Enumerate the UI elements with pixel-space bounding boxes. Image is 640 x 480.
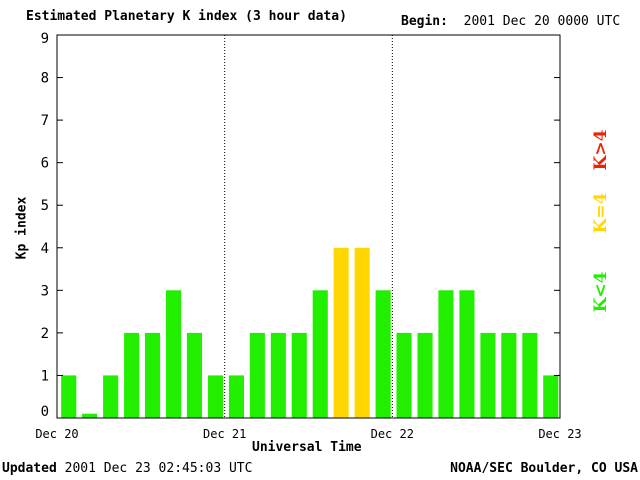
- bars-group: [61, 247, 559, 418]
- kp-bar-9: [249, 332, 265, 418]
- y-tick-label-9: 9: [41, 31, 49, 47]
- kp-bar-6: [186, 332, 202, 418]
- begin-info: Begin: 2001 Dec 20 0000 UTC: [401, 14, 620, 29]
- y-ticks-group: 0 1 2 3 4 5 6 7 8 9: [41, 31, 560, 420]
- begin-value: 2001 Dec 20 0000 UTC: [463, 14, 621, 29]
- kp-bar-20: [480, 332, 496, 418]
- kp-bar-16: [396, 332, 412, 418]
- y-tick-label-8: 8: [41, 71, 49, 87]
- updated-info: Updated 2001 Dec 23 02:45:03 UTC: [2, 461, 252, 476]
- source-credit: NOAA/SEC Boulder, CO USA: [450, 461, 638, 476]
- y-tick-label-5: 5: [41, 198, 49, 214]
- y-axis-label: Kp index: [14, 196, 30, 260]
- y-tick-label-3: 3: [41, 283, 49, 299]
- kp-bar-13: [333, 247, 349, 418]
- y-tick-label-2: 2: [41, 326, 49, 342]
- legend-equal: K=4: [591, 192, 611, 234]
- kp-bar-18: [438, 290, 454, 418]
- kp-bar-8: [228, 375, 244, 418]
- y-tick-label-0: 0: [41, 404, 49, 420]
- legend-high: K>4: [591, 129, 611, 171]
- kp-bar-2: [103, 375, 119, 418]
- plot-frame: [56, 34, 561, 419]
- begin-label: Begin:: [401, 14, 448, 29]
- x-day-label-0: Dec 20: [35, 427, 78, 441]
- kp-bar-3: [124, 332, 140, 418]
- kp-bar-21: [501, 332, 517, 418]
- x-day-label-3: Dec 23: [538, 427, 581, 441]
- x-day-label-1: Dec 21: [203, 427, 246, 441]
- kp-bar-12: [312, 290, 328, 418]
- kp-bar-14: [354, 247, 370, 418]
- kp-bar-7: [207, 375, 223, 418]
- kp-bar-11: [291, 332, 307, 418]
- kp-bar-4: [145, 332, 161, 418]
- kp-bar-17: [417, 332, 433, 418]
- y-tick-label-7: 7: [41, 113, 49, 129]
- updated-value: 2001 Dec 23 02:45:03 UTC: [64, 461, 253, 476]
- x-day-label-2: Dec 22: [371, 427, 414, 441]
- x-axis-label: Universal Time: [252, 440, 362, 455]
- updated-label: Updated: [2, 461, 57, 476]
- kp-bar-0: [61, 375, 77, 418]
- y-tick-label-4: 4: [41, 241, 49, 257]
- chart-title: Estimated Planetary K index (3 hour data…: [26, 9, 347, 24]
- grid-group: [224, 35, 393, 418]
- kp-bar-5: [166, 290, 182, 418]
- kp-bar-23: [543, 375, 559, 418]
- x-ticks-group: Dec 20 Dec 21 Dec 22 Dec 23: [35, 427, 581, 441]
- kp-bar-1: [82, 413, 98, 418]
- y-tick-label-6: 6: [41, 156, 49, 172]
- kp-bar-19: [459, 290, 475, 418]
- kp-bar-15: [375, 290, 391, 418]
- kp-bar-10: [270, 332, 286, 418]
- y-tick-label-1: 1: [41, 368, 49, 384]
- kp-bar-22: [522, 332, 538, 418]
- legend-low: K<4: [591, 271, 611, 313]
